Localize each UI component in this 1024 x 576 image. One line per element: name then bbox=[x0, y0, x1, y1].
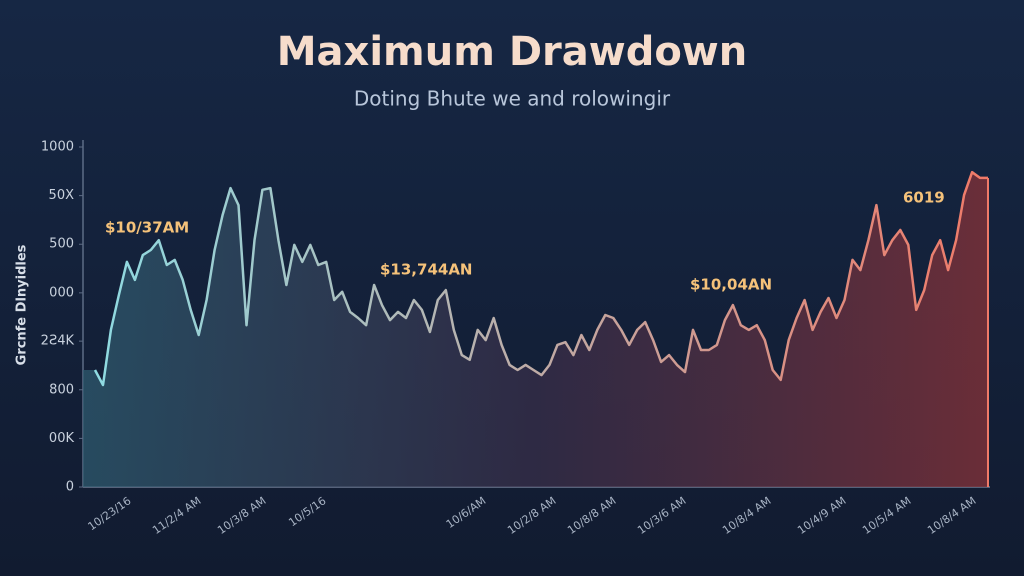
annotation: 6019 bbox=[903, 189, 945, 207]
area bbox=[83, 172, 988, 487]
y-tick-label: 00K bbox=[49, 431, 75, 446]
y-tick-label: 000 bbox=[49, 285, 74, 300]
y-tick-label: 50X bbox=[49, 188, 75, 203]
y-tick-label: 800 bbox=[49, 382, 74, 397]
chart-subtitle: Doting Bhute we and rolowingir bbox=[354, 87, 671, 111]
y-axis-label: Grcnfe Dlnyidles bbox=[15, 244, 30, 365]
y-tick-label: 2Ƨ4K bbox=[41, 334, 75, 349]
y-tick-label: 0 bbox=[66, 480, 74, 495]
annotation: $10,04AN bbox=[690, 276, 772, 294]
y-tick-label: 500 bbox=[49, 237, 74, 252]
annotation: $13,744AN bbox=[380, 261, 472, 279]
chart-title: Maximum Drawdown bbox=[277, 29, 748, 75]
line bbox=[93, 170, 988, 387]
annotation: $10/37AM bbox=[105, 219, 189, 237]
y-tick-label: 1000 bbox=[41, 140, 74, 155]
